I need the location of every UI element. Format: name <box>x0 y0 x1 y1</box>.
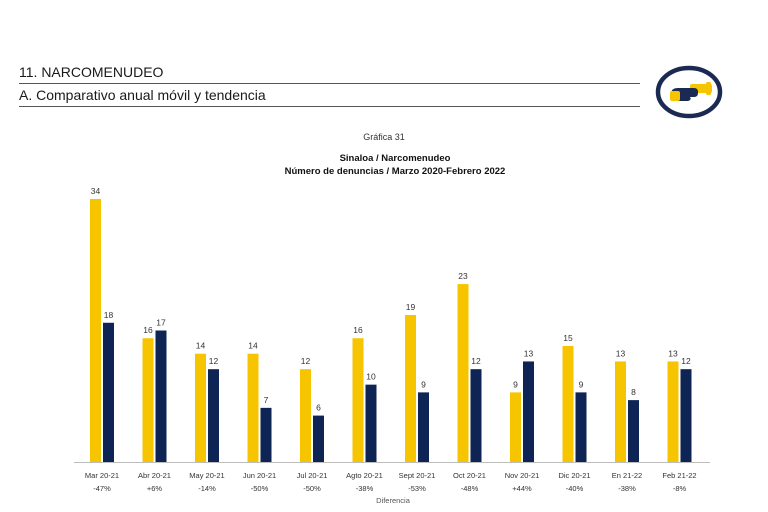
bar <box>523 361 534 462</box>
data-label: 13 <box>524 348 534 358</box>
bar <box>562 345 574 462</box>
data-label: 9 <box>513 379 518 389</box>
bar <box>352 338 364 462</box>
data-label: 12 <box>681 356 691 366</box>
data-label: 18 <box>104 310 114 320</box>
x-tick-label: Jun 20-21 <box>243 471 276 480</box>
data-label: 13 <box>668 348 678 358</box>
difference-label: -50% <box>251 484 269 493</box>
difference-label: -38% <box>618 484 636 493</box>
data-label: 23 <box>458 271 468 281</box>
data-label: 15 <box>563 333 573 343</box>
data-label: 12 <box>301 356 311 366</box>
difference-label: -14% <box>198 484 216 493</box>
data-label: 9 <box>421 379 426 389</box>
difference-label: +6% <box>147 484 163 493</box>
data-label: 16 <box>143 325 153 335</box>
subsection-divider <box>19 106 640 107</box>
data-label: 19 <box>406 302 416 312</box>
x-tick-label: Nov 20-21 <box>505 471 540 480</box>
x-axis-title: Diferencia <box>376 496 411 505</box>
difference-label: -40% <box>566 484 584 493</box>
bar <box>208 369 219 462</box>
data-label: 10 <box>366 372 376 382</box>
data-label: 16 <box>353 325 363 335</box>
bar <box>247 353 259 462</box>
x-tick-label: Abr 20-21 <box>138 471 171 480</box>
bar <box>615 361 626 462</box>
bar <box>680 369 692 462</box>
difference-label: +44% <box>512 484 532 493</box>
bar <box>575 392 587 462</box>
x-tick-label: En 21-22 <box>612 471 642 480</box>
bar <box>155 330 167 462</box>
x-tick-label: May 20-21 <box>189 471 224 480</box>
data-label: 9 <box>579 379 584 389</box>
bar <box>510 392 521 462</box>
bar <box>103 322 114 462</box>
bar <box>418 392 429 462</box>
bar <box>628 400 639 462</box>
difference-label: -48% <box>461 484 479 493</box>
bar <box>667 361 679 462</box>
x-tick-label: Mar 20-21 <box>85 471 119 480</box>
chart-caption: Gráfica 31 <box>363 132 405 142</box>
bar <box>405 315 416 462</box>
data-label: 14 <box>248 341 258 351</box>
data-label: 14 <box>196 341 206 351</box>
bar <box>365 384 377 462</box>
chart-title: Sinaloa / Narcomenudeo <box>339 153 451 164</box>
bar <box>457 284 469 462</box>
chart-title-block: Sinaloa / Narcomenudeo Número de denunci… <box>0 152 768 178</box>
section-divider <box>19 83 640 84</box>
data-label: 13 <box>616 348 626 358</box>
bar <box>300 369 311 462</box>
x-tick-label: Sept 20-21 <box>399 471 436 480</box>
bar <box>470 369 482 462</box>
difference-label: -38% <box>356 484 374 493</box>
difference-label: -47% <box>93 484 111 493</box>
difference-label: -8% <box>673 484 687 493</box>
difference-label: -50% <box>303 484 321 493</box>
bar <box>313 415 324 462</box>
x-tick-label: Agto 20-21 <box>346 471 383 480</box>
subsection-title: A. Comparativo anual móvil y tendencia <box>19 87 266 103</box>
section-title: 11. NARCOMENUDEO <box>19 64 164 80</box>
x-tick-label: Oct 20-21 <box>453 471 486 480</box>
data-label: 12 <box>471 356 481 366</box>
hand-pointing-icon <box>655 65 723 119</box>
x-tick-label: Feb 21-22 <box>662 471 696 480</box>
bar <box>195 353 206 462</box>
data-label: 34 <box>91 186 101 196</box>
data-label: 7 <box>264 395 269 405</box>
data-label: 12 <box>209 356 219 366</box>
difference-label: -53% <box>408 484 426 493</box>
bar <box>142 338 154 462</box>
bar <box>260 407 272 462</box>
bar <box>90 199 101 462</box>
chart-subtitle: Número de denuncias / Marzo 2020-Febrero… <box>284 166 506 177</box>
data-label: 8 <box>631 387 636 397</box>
x-tick-label: Jul 20-21 <box>297 471 328 480</box>
data-label: 6 <box>316 403 321 413</box>
data-label: 17 <box>156 318 166 328</box>
x-tick-label: Dic 20-21 <box>558 471 590 480</box>
